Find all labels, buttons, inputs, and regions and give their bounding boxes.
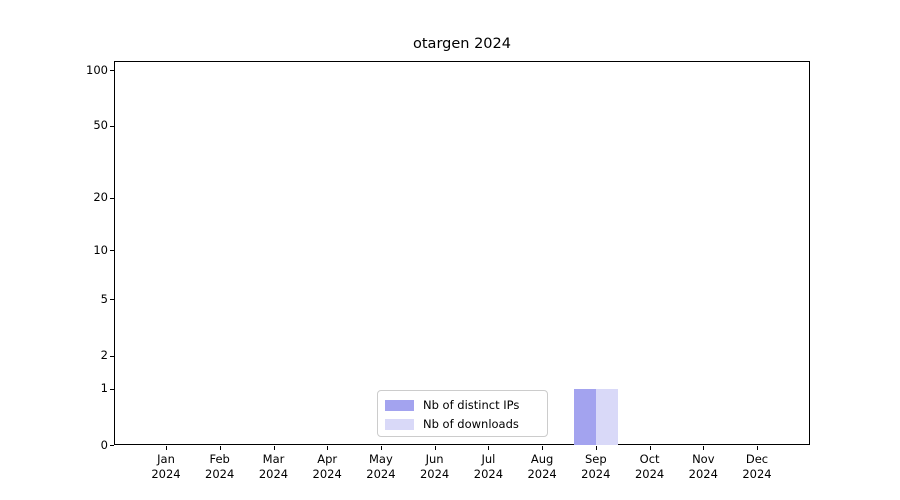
x-tick-label: Mar 2024 — [258, 452, 289, 481]
y-tick-label: 5 — [100, 291, 108, 306]
x-tick-mark — [649, 446, 651, 450]
y-tick-label: 1 — [100, 381, 108, 396]
x-tick-label: Dec 2024 — [742, 452, 772, 481]
x-tick-label: Jul 2024 — [473, 452, 504, 481]
y-tick-mark — [110, 355, 114, 357]
y-tick-mark — [110, 125, 114, 127]
x-tick-label: Jun 2024 — [419, 452, 450, 481]
y-tick-label: 50 — [93, 118, 108, 132]
downloads-swatch-icon — [385, 418, 414, 430]
x-tick-mark — [703, 446, 705, 450]
y-tick-label: 100 — [86, 62, 108, 77]
x-tick-label: Aug 2024 — [527, 452, 557, 481]
y-tick-mark — [110, 197, 114, 199]
x-tick-label: Jan 2024 — [151, 452, 181, 481]
legend-item-distinct-ips: Nb of distinct IPs — [385, 397, 539, 413]
x-tick-mark — [542, 446, 544, 450]
y-tick-mark — [110, 250, 114, 252]
y-tick-label: 2 — [100, 348, 108, 363]
y-tick-label: 0 — [100, 437, 108, 452]
bar-nb-of-downloads — [595, 388, 618, 445]
distinct-ips-swatch-icon — [385, 399, 414, 411]
x-tick-mark — [488, 446, 490, 450]
legend-label-downloads: Nb of downloads — [423, 417, 519, 431]
legend-label-distinct-ips: Nb of distinct IPs — [423, 398, 520, 412]
legend-item-downloads: Nb of downloads — [385, 416, 539, 432]
x-tick-mark — [380, 446, 382, 450]
y-tick-mark — [110, 70, 114, 71]
y-tick-label: 20 — [93, 190, 108, 205]
x-tick-mark — [327, 446, 329, 450]
x-tick-mark — [166, 446, 167, 450]
y-tick-mark — [110, 388, 114, 390]
x-tick-mark — [434, 446, 436, 450]
x-tick-label: Apr 2024 — [312, 452, 342, 481]
bar-nb-of-distinct-ips — [573, 388, 596, 445]
y-tick-label: 10 — [93, 242, 108, 257]
x-tick-label: May 2024 — [366, 452, 396, 481]
y-tick-mark — [110, 299, 114, 301]
plot-area — [114, 61, 810, 445]
x-tick-label: Sep 2024 — [581, 452, 611, 481]
x-tick-mark — [273, 446, 275, 450]
x-tick-label: Nov 2024 — [688, 452, 718, 481]
x-tick-label: Oct 2024 — [634, 452, 665, 481]
chart-title: otargen 2024 — [413, 36, 511, 52]
x-tick-mark — [595, 446, 597, 450]
y-tick-mark — [110, 445, 114, 446]
x-tick-label: Feb 2024 — [205, 452, 235, 481]
x-tick-mark — [757, 446, 758, 450]
x-tick-mark — [219, 446, 221, 450]
legend: Nb of distinct IPs Nb of downloads — [377, 390, 548, 437]
